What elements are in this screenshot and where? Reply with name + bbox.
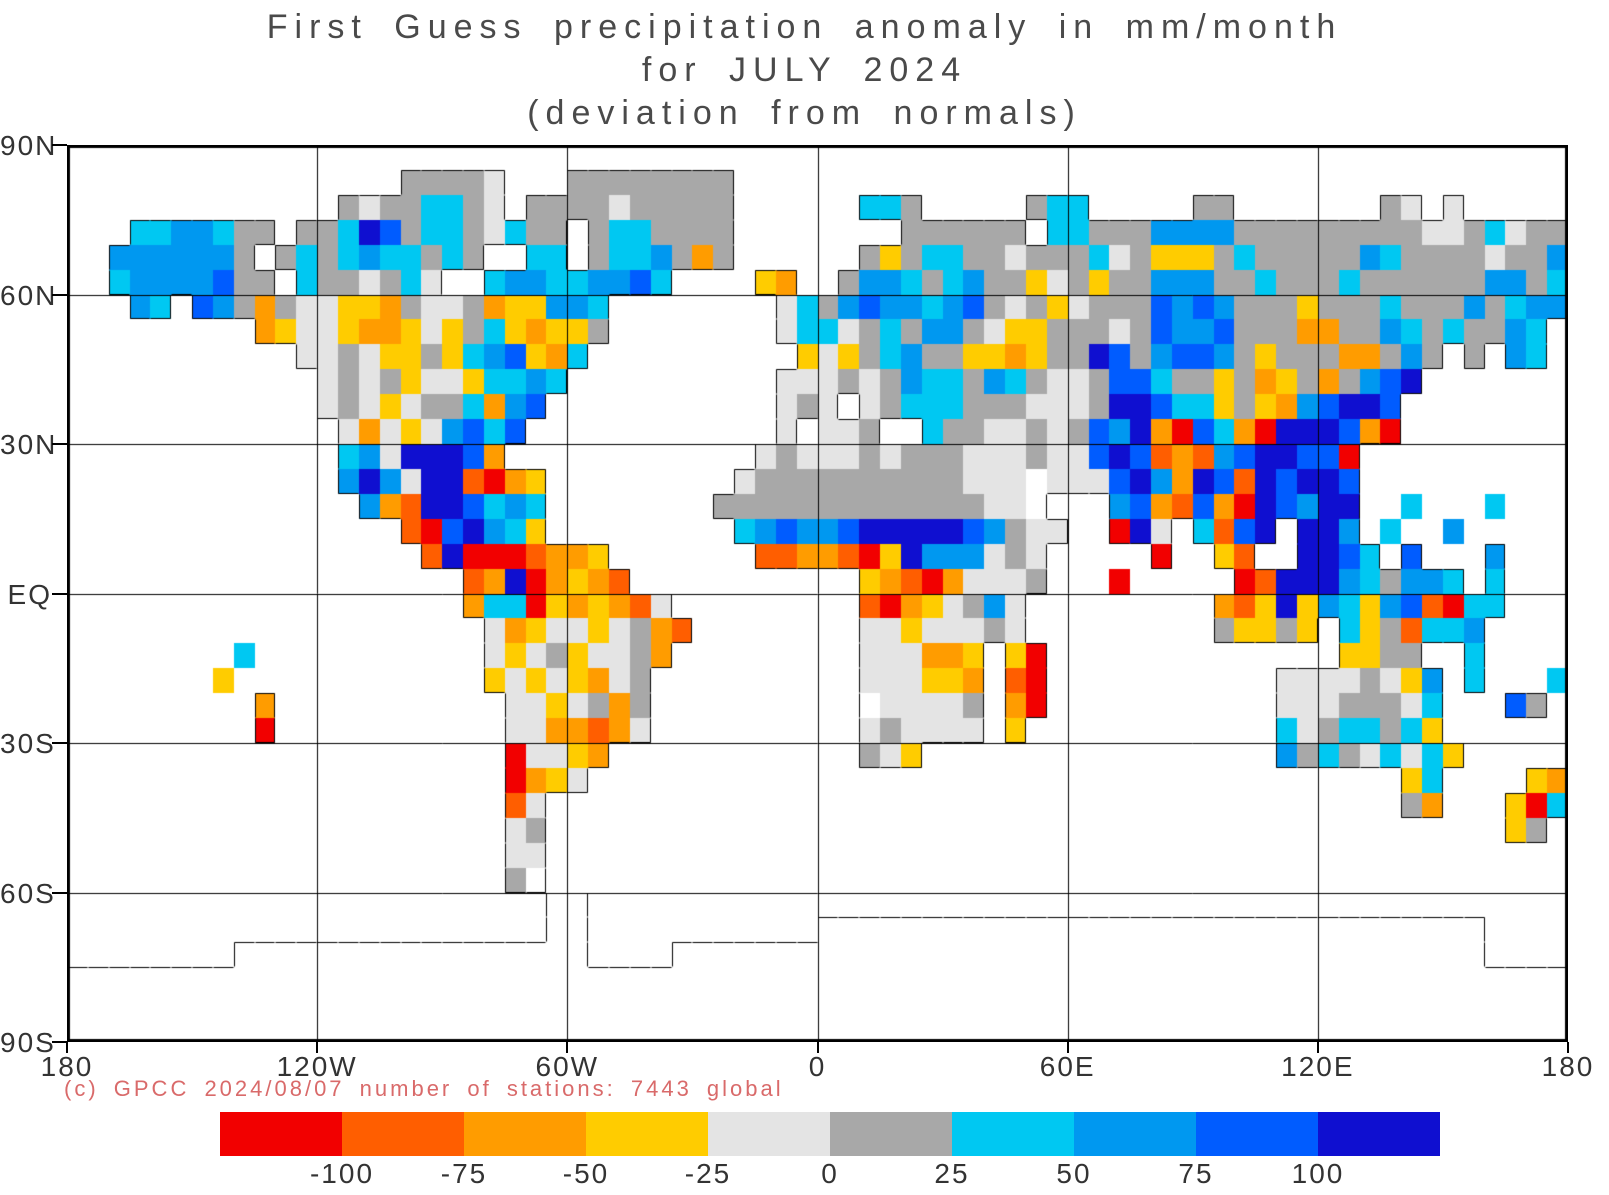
y-axis-label: 90N xyxy=(0,130,58,161)
x-axis-tick xyxy=(816,1042,819,1053)
y-axis-tick xyxy=(52,1041,67,1043)
y-axis-label: 60N xyxy=(0,279,58,311)
x-axis-tick xyxy=(66,1042,68,1053)
x-axis-label: 0 xyxy=(808,1051,827,1082)
colorbar-tick-label: 0 xyxy=(821,1158,839,1189)
colorbar-tick-label: -50 xyxy=(562,1158,610,1189)
x-axis-label: 120E xyxy=(1281,1051,1355,1082)
map-frame xyxy=(67,145,1568,1042)
colorbar xyxy=(220,1112,1440,1156)
x-axis-tick xyxy=(566,1042,569,1053)
y-axis-tick xyxy=(52,144,67,146)
x-axis-label: 180 xyxy=(40,1051,94,1082)
colorbar-segment xyxy=(342,1112,464,1156)
colorbar-segment xyxy=(952,1112,1074,1156)
colorbar-segment xyxy=(708,1112,830,1156)
colorbar-tick-label: -75 xyxy=(440,1158,488,1189)
x-axis-label: 60W xyxy=(535,1051,600,1082)
page-title-line3: (deviation from normals) xyxy=(527,94,1082,132)
y-axis-label: 60S xyxy=(0,877,56,909)
x-axis-tick xyxy=(1567,1042,1569,1053)
colorbar-tick-label: 75 xyxy=(1178,1158,1214,1189)
chart-title: First Guess precipitation anomaly in mm/… xyxy=(0,6,1609,135)
colorbar-segment xyxy=(1196,1112,1318,1156)
x-axis-label: 60E xyxy=(1039,1051,1096,1082)
colorbar-tick-label: 50 xyxy=(1056,1158,1092,1189)
x-axis-tick xyxy=(1316,1042,1319,1053)
y-axis-label: EQ xyxy=(7,578,52,610)
x-axis-label: 180 xyxy=(1541,1051,1595,1082)
colorbar-segment xyxy=(464,1112,586,1156)
y-axis-label: 30N xyxy=(0,429,58,460)
credit-text: (c) GPCC 2024/08/07 number of stations: … xyxy=(64,1076,784,1101)
colorbar-segment xyxy=(586,1112,708,1156)
page-title-line2: for JULY 2024 xyxy=(641,51,968,89)
colorbar-segment xyxy=(220,1112,342,1156)
x-axis-label: 120W xyxy=(276,1051,358,1082)
y-axis-tick xyxy=(52,592,67,595)
colorbar-tick-label: 25 xyxy=(934,1158,970,1189)
colorbar-tick-label: -100 xyxy=(309,1158,375,1189)
x-axis-tick xyxy=(1066,1042,1069,1053)
y-axis-tick xyxy=(52,742,67,744)
y-axis-tick xyxy=(52,293,67,296)
colorbar-tick-label: 100 xyxy=(1291,1158,1345,1189)
colorbar-segment xyxy=(1318,1112,1440,1156)
y-axis-label: 30S xyxy=(0,728,56,759)
y-axis-tick xyxy=(52,443,67,445)
colorbar-segment xyxy=(830,1112,952,1156)
y-axis-label: 90S xyxy=(0,1027,56,1058)
world-map-canvas xyxy=(67,145,1568,1042)
x-axis-tick xyxy=(316,1042,319,1053)
y-axis-tick xyxy=(52,891,67,894)
page-title-line1: First Guess precipitation anomaly in mm/… xyxy=(266,8,1343,46)
colorbar-segment xyxy=(1074,1112,1196,1156)
colorbar-tick-label: -25 xyxy=(684,1158,732,1189)
